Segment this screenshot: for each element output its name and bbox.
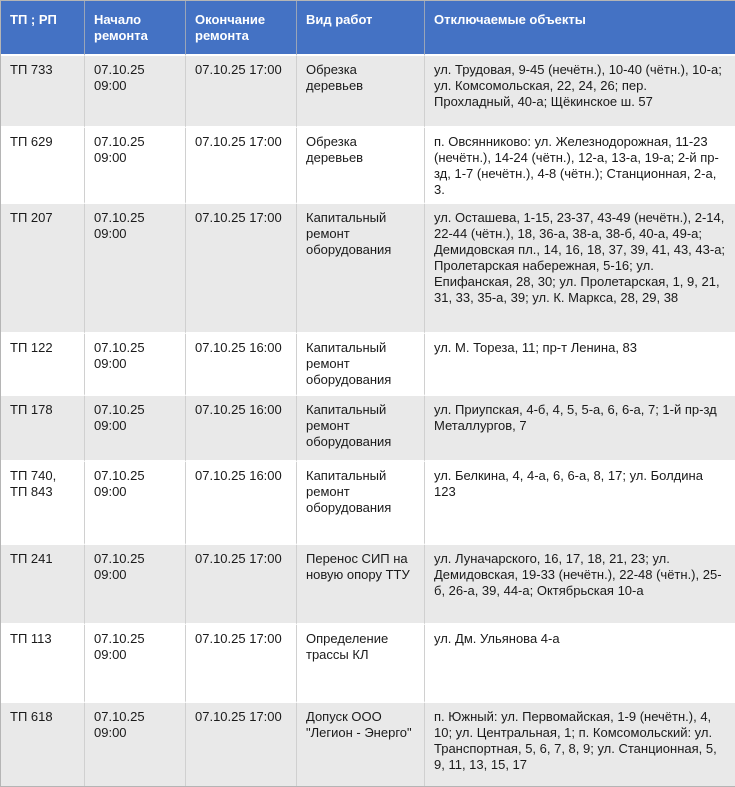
cell-affected-objects: п. Южный: ул. Первомайская, 1-9 (нечётн.…: [425, 703, 735, 786]
cell-repair-end: 07.10.25 16:00: [186, 462, 297, 545]
cell-repair-end: 07.10.25 16:00: [186, 396, 297, 462]
column-header-repair-start: Начало ремонта: [85, 1, 186, 56]
cell-work-type: Капитальный ремонт оборудования: [297, 204, 425, 334]
cell-affected-objects: ул. Луначарского, 16, 17, 18, 21, 23; ул…: [425, 545, 735, 625]
cell-tp-rp: ТП 629: [1, 128, 85, 204]
cell-repair-start: 07.10.25 09:00: [85, 625, 186, 703]
cell-repair-end: 07.10.25 17:00: [186, 56, 297, 128]
cell-repair-end: 07.10.25 16:00: [186, 334, 297, 396]
cell-repair-start: 07.10.25 09:00: [85, 128, 186, 204]
cell-repair-start: 07.10.25 09:00: [85, 334, 186, 396]
cell-tp-rp: ТП 113: [1, 625, 85, 703]
cell-affected-objects: п. Овсянниково: ул. Железнодорожная, 11-…: [425, 128, 735, 204]
cell-repair-end: 07.10.25 17:00: [186, 545, 297, 625]
cell-repair-start: 07.10.25 09:00: [85, 56, 186, 128]
cell-affected-objects: ул. Приупская, 4-б, 4, 5, 5-а, 6, 6-а, 7…: [425, 396, 735, 462]
cell-affected-objects: ул. Осташева, 1-15, 23-37, 43-49 (нечётн…: [425, 204, 735, 334]
cell-tp-rp: ТП 178: [1, 396, 85, 462]
cell-tp-rp: ТП 207: [1, 204, 85, 334]
cell-tp-rp: ТП 122: [1, 334, 85, 396]
column-header-tp-rp: ТП ; РП: [1, 1, 85, 56]
table-row: ТП 207 07.10.25 09:00 07.10.25 17:00 Кап…: [1, 204, 735, 334]
column-header-repair-end: Окончание ремонта: [186, 1, 297, 56]
cell-repair-start: 07.10.25 09:00: [85, 204, 186, 334]
table-row: ТП 122 07.10.25 09:00 07.10.25 16:00 Кап…: [1, 334, 735, 396]
table-row: ТП 178 07.10.25 09:00 07.10.25 16:00 Кап…: [1, 396, 735, 462]
table-row: ТП 629 07.10.25 09:00 07.10.25 17:00 Обр…: [1, 128, 735, 204]
column-header-work-type: Вид работ: [297, 1, 425, 56]
table-row: ТП 740, ТП 843 07.10.25 09:00 07.10.25 1…: [1, 462, 735, 545]
table-row: ТП 733 07.10.25 09:00 07.10.25 17:00 Обр…: [1, 56, 735, 128]
cell-work-type: Обрезка деревьев: [297, 128, 425, 204]
cell-repair-end: 07.10.25 17:00: [186, 703, 297, 786]
header-row: ТП ; РП Начало ремонта Окончание ремонта…: [1, 1, 735, 56]
cell-work-type: Определение трассы КЛ: [297, 625, 425, 703]
cell-repair-start: 07.10.25 09:00: [85, 396, 186, 462]
cell-tp-rp: ТП 740, ТП 843: [1, 462, 85, 545]
cell-repair-start: 07.10.25 09:00: [85, 462, 186, 545]
table-row: ТП 618 07.10.25 09:00 07.10.25 17:00 Доп…: [1, 703, 735, 786]
cell-affected-objects: ул. М. Тореза, 11; пр-т Ленина, 83: [425, 334, 735, 396]
cell-work-type: Капитальный ремонт оборудования: [297, 334, 425, 396]
cell-work-type: Капитальный ремонт оборудования: [297, 462, 425, 545]
cell-work-type: Обрезка деревьев: [297, 56, 425, 128]
cell-repair-end: 07.10.25 17:00: [186, 128, 297, 204]
table-row: ТП 241 07.10.25 09:00 07.10.25 17:00 Пер…: [1, 545, 735, 625]
cell-repair-start: 07.10.25 09:00: [85, 703, 186, 786]
table-row: ТП 113 07.10.25 09:00 07.10.25 17:00 Опр…: [1, 625, 735, 703]
cell-affected-objects: ул. Трудовая, 9-45 (нечётн.), 10-40 (чёт…: [425, 56, 735, 128]
cell-work-type: Допуск ООО "Легион - Энерго": [297, 703, 425, 786]
cell-tp-rp: ТП 618: [1, 703, 85, 786]
cell-affected-objects: ул. Белкина, 4, 4-а, 6, 6-а, 8, 17; ул. …: [425, 462, 735, 545]
cell-affected-objects: ул. Дм. Ульянова 4-а: [425, 625, 735, 703]
cell-tp-rp: ТП 241: [1, 545, 85, 625]
cell-work-type: Перенос СИП на новую опору ТТУ: [297, 545, 425, 625]
cell-repair-start: 07.10.25 09:00: [85, 545, 186, 625]
column-header-affected-objects: Отключаемые объекты: [425, 1, 735, 56]
cell-repair-end: 07.10.25 17:00: [186, 204, 297, 334]
cell-work-type: Капитальный ремонт оборудования: [297, 396, 425, 462]
cell-tp-rp: ТП 733: [1, 56, 85, 128]
cell-repair-end: 07.10.25 17:00: [186, 625, 297, 703]
